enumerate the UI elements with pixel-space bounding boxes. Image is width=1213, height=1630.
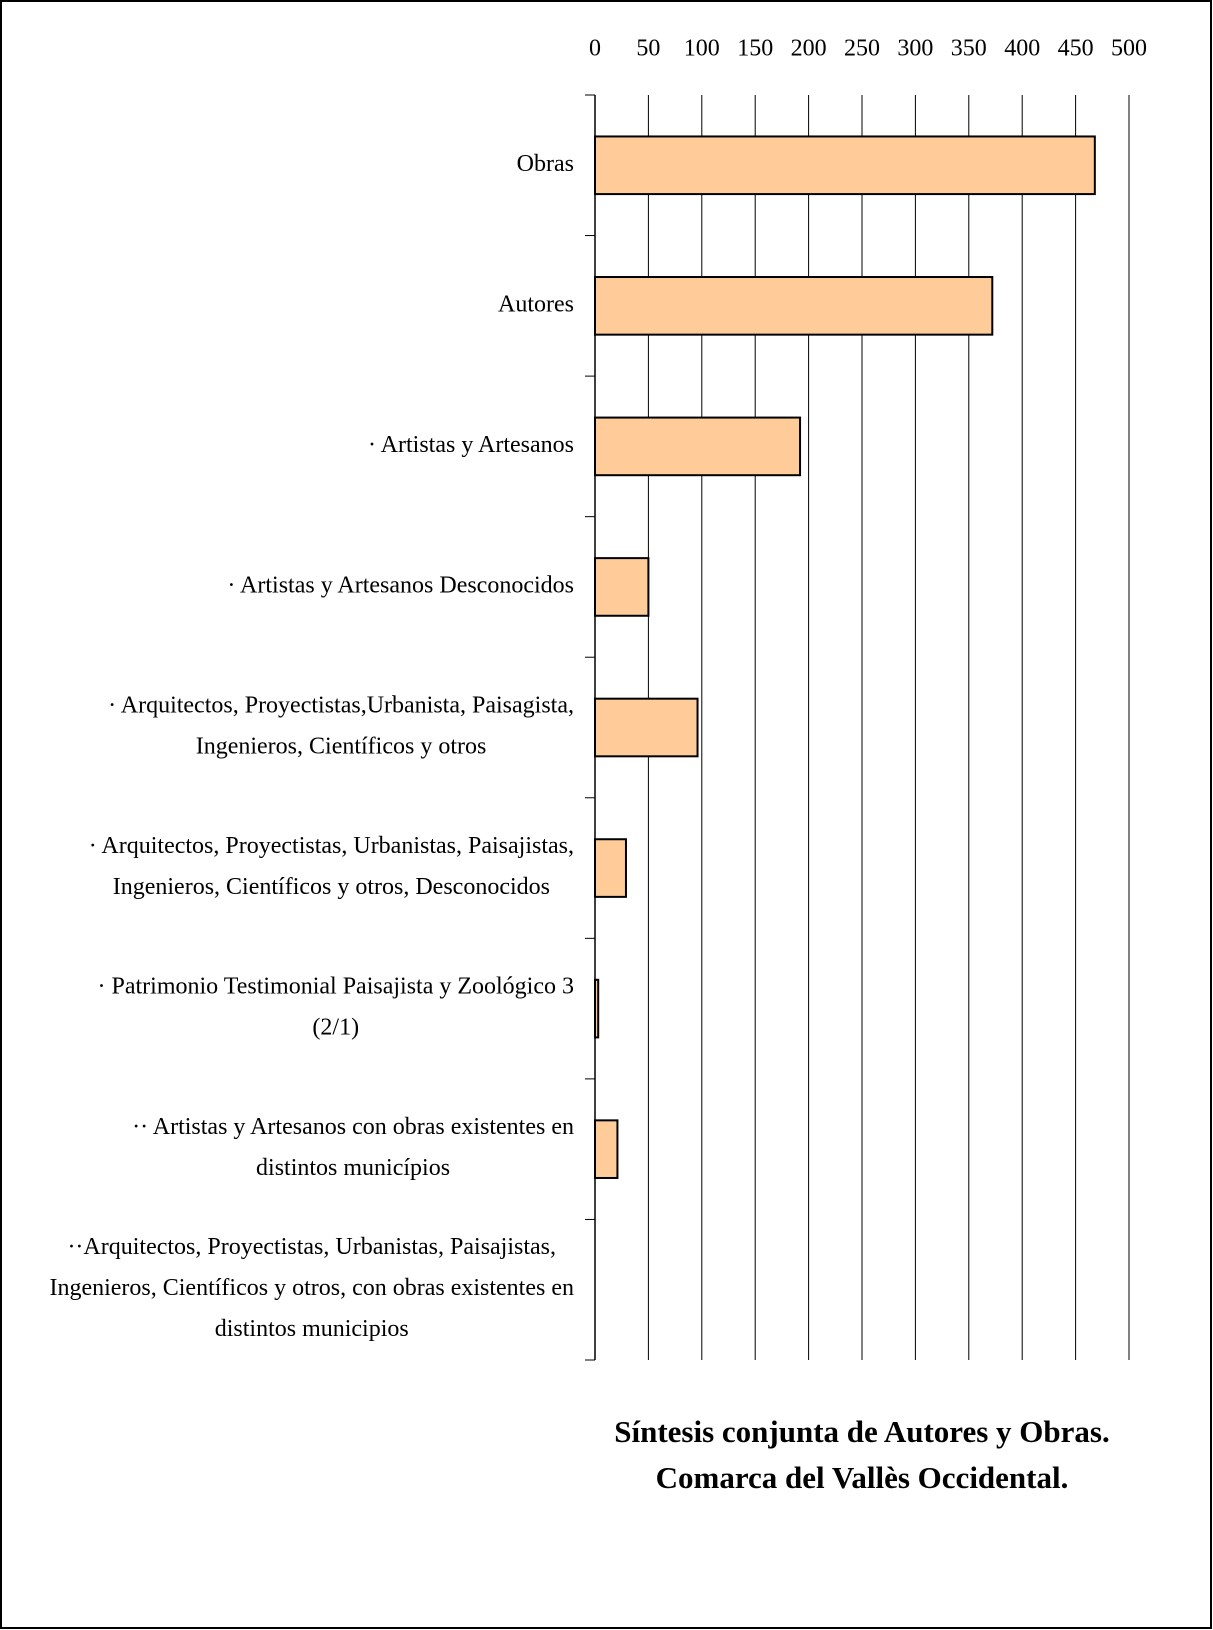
x-tick-label: 200 (791, 36, 827, 62)
y-tick-label: Ingenieros, Científicos y otros, con obr… (49, 1275, 574, 1301)
x-tick-label: 500 (1111, 36, 1147, 62)
y-tick-label: Autores (498, 291, 574, 317)
y-tick-label: · Artistas y Artesanos (368, 432, 574, 458)
bar (594, 416, 802, 477)
x-tick-label: 100 (684, 36, 720, 62)
y-tick-label: · Patrimonio Testimonial Paisajista y Zo… (98, 974, 575, 1000)
x-tick-label: 250 (844, 36, 880, 62)
y-tick-label: distintos municípios (256, 1155, 450, 1181)
bar (594, 978, 600, 1039)
y-tick-label: · Arquitectos, Proyectistas, Urbanistas,… (89, 833, 574, 859)
y-tick-label: (2/1) (312, 1015, 359, 1041)
y-tick-label: Ingenieros, Científicos y otros, Descono… (113, 874, 550, 900)
bar (594, 276, 994, 336)
chart-title: Síntesis conjunta de Autores y Obras. (614, 1414, 1110, 1449)
bar (594, 697, 699, 758)
x-tick-label: 450 (1058, 36, 1094, 62)
x-tick-label: 0 (589, 36, 601, 62)
x-tick-label: 400 (1004, 36, 1040, 62)
y-tick-label: distintos municipios (215, 1316, 409, 1342)
x-tick-label: 350 (951, 36, 987, 62)
bar (594, 135, 1096, 196)
y-tick-label: · Artistas y Artesanos Desconocidos (227, 572, 574, 598)
x-tick-label: 150 (737, 36, 773, 62)
x-tick-label: 50 (636, 36, 660, 62)
y-tick-label: Obras (517, 151, 574, 177)
y-tick-label: ·· Artistas y Artesanos con obras existe… (132, 1114, 574, 1140)
bar (594, 838, 627, 898)
y-tick-label: · Arquitectos, Proyectistas,Urbanista, P… (108, 693, 574, 719)
chart-title: Comarca del Vallès Occidental. (656, 1460, 1069, 1495)
bar (594, 557, 650, 617)
x-tick-label: 300 (897, 36, 933, 62)
y-tick-label: ··Arquitectos, Proyectistas, Urbanistas,… (67, 1234, 556, 1260)
bar (594, 1119, 619, 1179)
y-tick-label: Ingenieros, Científicos y otros (196, 734, 487, 760)
